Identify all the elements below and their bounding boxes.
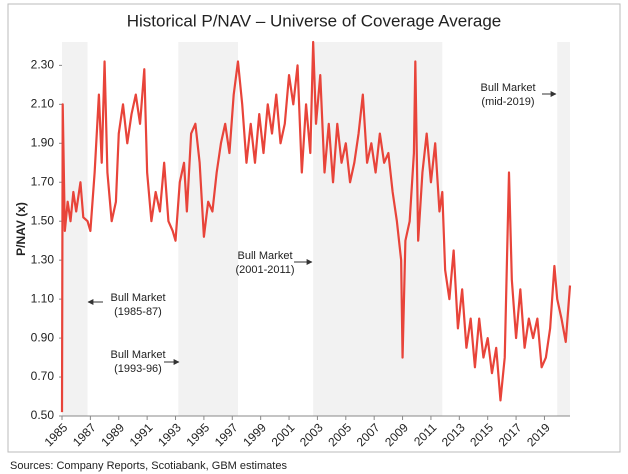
x-tick-label: 2005	[325, 420, 354, 449]
x-tick-label: 2009	[382, 420, 411, 449]
annotation-text: Bull Market	[110, 349, 165, 361]
x-tick-label: 2015	[467, 420, 496, 449]
x-tick-label: 1989	[98, 420, 127, 449]
x-tick-label: 1997	[212, 420, 241, 449]
x-tick-label: 2017	[496, 420, 525, 449]
annotation-text: (1993-96)	[114, 363, 162, 375]
x-tick-label: 1995	[183, 420, 212, 449]
annotation-text: Bull Market	[110, 292, 165, 304]
x-tick-label: 1985	[42, 420, 71, 449]
y-tick-label: 1.10	[31, 291, 55, 305]
shaded-region	[557, 42, 570, 416]
x-tick-label: 2011	[411, 420, 439, 448]
chart-title: Historical P/NAV – Universe of Coverage …	[127, 11, 502, 30]
y-tick-label: 1.90	[31, 135, 55, 149]
data-line	[60, 40, 572, 413]
annotation-text: Bull Market	[237, 250, 292, 262]
annotation-text: Bull Market	[480, 82, 535, 94]
source-note: Sources: Company Reports, Scotiabank, GB…	[10, 460, 287, 472]
x-tick-label: 2013	[439, 420, 468, 449]
x-tick-label: 1999	[240, 420, 269, 449]
x-tick-label: 1991	[127, 420, 156, 449]
shaded-region	[313, 42, 443, 416]
y-axis-label: P/NAV (x)	[14, 202, 28, 256]
x-tick-label: 2019	[524, 420, 553, 449]
frame	[7, 3, 621, 453]
shaded-region	[62, 42, 88, 416]
x-tick-label: 2003	[297, 420, 326, 449]
y-tick-label: 0.70	[31, 369, 55, 383]
x-tick-label: 1993	[155, 420, 184, 449]
annotation-text: (mid-2019)	[481, 96, 534, 108]
x-tick-label: 2007	[354, 420, 383, 449]
y-tick-label: 2.10	[31, 97, 55, 111]
y-tick-label: 0.90	[31, 330, 55, 344]
y-tick-label: 0.50	[31, 408, 55, 422]
annotation-text: (1985-87)	[114, 306, 162, 318]
x-tick-label: 2001	[269, 420, 298, 449]
shaded-region	[178, 42, 238, 416]
annotation-text: (2001-2011)	[235, 264, 294, 276]
y-tick-label: 1.70	[31, 174, 55, 188]
y-tick-label: 1.50	[31, 213, 55, 227]
y-tick-label: 1.30	[31, 252, 55, 266]
y-tick-label: 2.30	[31, 58, 55, 72]
x-tick-label: 1987	[70, 420, 99, 449]
